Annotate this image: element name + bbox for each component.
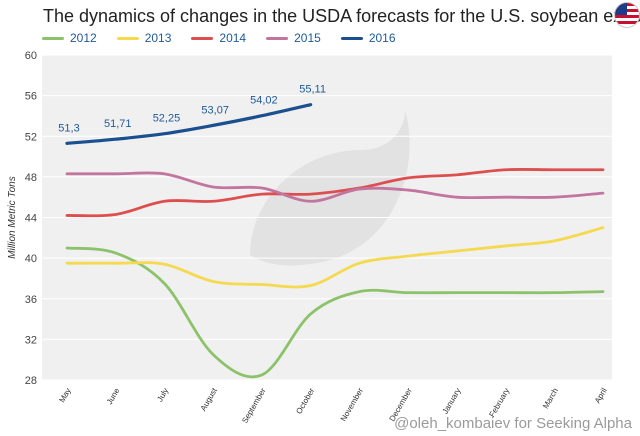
y-tick-label: 44: [25, 213, 37, 225]
legend-swatch: [340, 36, 363, 40]
legend-label: 2016: [368, 31, 396, 45]
watermark: @oleh_kombaiev for Seeking Alpha: [394, 415, 632, 432]
data-label: 51,3: [58, 122, 79, 134]
y-axis-label: Million Metric Tons: [7, 176, 18, 258]
x-tick-label: January: [441, 387, 463, 416]
series-line-2015: [65, 171, 605, 203]
legend-swatch: [266, 36, 289, 40]
chart-title: The dynamics of changes in the USDA fore…: [43, 6, 640, 26]
data-label: 54,02: [250, 95, 278, 107]
data-label: 51,71: [104, 118, 132, 130]
legend-swatch: [191, 36, 214, 40]
y-tick-label: 52: [25, 131, 37, 143]
legend-swatch: [42, 36, 64, 40]
legend-label: 2012: [70, 31, 97, 45]
x-tick-label: August: [199, 386, 220, 413]
legend-label: 2015: [294, 31, 321, 45]
data-label: 55,11: [299, 84, 326, 96]
x-tick-label: July: [155, 387, 170, 404]
x-tick-label: November: [339, 386, 365, 423]
legend-item-2012: 2012: [42, 31, 97, 45]
x-tick-label: October: [294, 386, 316, 415]
x-tick-label: March: [541, 387, 560, 411]
legend-item-2015: 2015: [266, 31, 321, 45]
x-tick-label: September: [240, 386, 268, 425]
y-tick-label: 60: [25, 50, 37, 62]
data-label: 52,25: [153, 113, 181, 125]
y-tick-label: 56: [25, 91, 37, 103]
legend-item-2016: 2016: [340, 31, 396, 45]
legend-label: 2013: [144, 31, 172, 45]
x-tick-label: February: [487, 387, 511, 419]
y-tick-label: 48: [25, 172, 37, 184]
y-tick-label: 36: [25, 294, 37, 306]
series-line-2016: [65, 103, 313, 145]
legend-item-2013: 2013: [116, 31, 172, 45]
x-tick-label: April: [593, 386, 609, 405]
series-line-2014: [65, 167, 605, 218]
series-line-2012: [65, 246, 605, 379]
x-tick-label: May: [57, 387, 72, 405]
x-tick-label: June: [105, 386, 122, 406]
legend-item-2014: 2014: [191, 31, 246, 45]
data-label: 53,07: [201, 104, 229, 116]
legend-label: 2014: [219, 31, 247, 45]
y-tick-label: 40: [25, 253, 37, 265]
leaf-watermark-icon: [250, 110, 410, 266]
y-tick-label: 28: [25, 375, 37, 387]
series-line-2013: [65, 226, 605, 289]
y-tick-label: 32: [25, 334, 37, 346]
legend-swatch: [116, 36, 139, 40]
chart-legend: 2012 2013 2014 2015 2016: [42, 31, 416, 45]
